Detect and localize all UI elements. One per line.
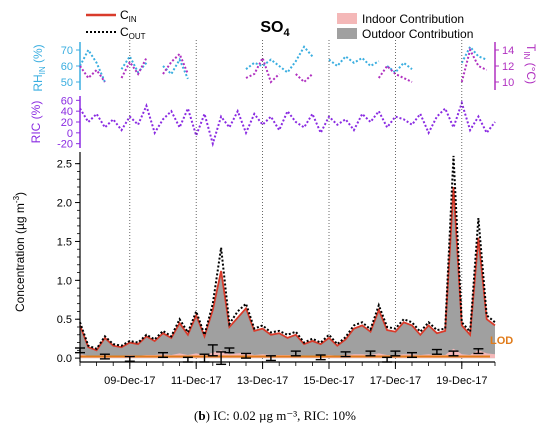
error-bar	[207, 344, 218, 357]
caption-letter: b	[198, 408, 206, 423]
date-gridlines	[129, 40, 463, 362]
x-tick-label: 15-Dec-17	[303, 375, 354, 387]
x-tick-label: 13-Dec-17	[237, 375, 288, 387]
ric-tick-label: 0	[67, 128, 73, 140]
rh-tick-label: 60	[61, 61, 73, 73]
error-bar	[448, 350, 459, 357]
main-x-axis: 09-Dec-17 11-Dec-17 13-Dec-17 15-Dec-17 17-D…	[79, 362, 496, 387]
outdoor-contribution-area	[80, 187, 495, 359]
t-series-line	[377, 64, 413, 83]
y-tick-label: 1.0	[57, 275, 72, 287]
t-series-line	[295, 73, 314, 84]
y-tick-label: 2.0	[57, 198, 72, 210]
ric-series	[79, 99, 496, 148]
legend-right: Indoor Contribution Outdoor Contribution	[337, 12, 473, 41]
error-bar	[390, 350, 401, 357]
legend-c-in-label: CIN	[120, 8, 137, 24]
ric-tick-label: 60	[61, 95, 73, 107]
legend-c-out-label: COUT	[120, 25, 146, 41]
ric-tick-label: -20	[57, 139, 73, 151]
legend-outdoor-label: Outdoor Contribution	[362, 27, 473, 41]
error-bar	[340, 351, 351, 358]
main-axis-label: Concentration (µg m-3)	[12, 192, 27, 312]
rh-axis-label: RHIN (%)	[31, 44, 47, 91]
x-tick-label: 11-Dec-17	[171, 375, 222, 387]
figure-caption: (b) IC: 0.02 µg m⁻³, RIC: 10%	[193, 408, 356, 423]
error-bar	[315, 354, 326, 361]
y-tick-label: 1.5	[57, 236, 72, 248]
t-tick-label: 14	[502, 45, 514, 57]
error-bar	[124, 355, 135, 362]
main-y-axis: 0.0 0.5 1.0 1.5 2.0 2.5	[57, 159, 80, 365]
error-bar	[265, 355, 276, 362]
error-bar	[158, 351, 168, 359]
ric-tick-label: 20	[61, 117, 73, 129]
legend-outdoor-swatch	[337, 28, 357, 39]
rh-axis: 70 60 50	[61, 42, 81, 90]
x-tick-label: 17-Dec-17	[370, 375, 421, 387]
t-tick-label: 10	[502, 77, 514, 89]
error-bar	[473, 348, 484, 355]
t-tick-label: 12	[502, 61, 514, 73]
c-in-line	[79, 186, 496, 352]
legend-indoor-swatch	[337, 13, 357, 24]
chart-title: SO4	[260, 19, 290, 39]
y-tick-label: 0.0	[57, 353, 72, 365]
ric-axis-label: RIC (%)	[29, 101, 43, 144]
rh-series-line	[386, 61, 413, 74]
t-series	[79, 47, 488, 84]
legend-indoor-label: Indoor Contribution	[362, 12, 464, 26]
ric-tick-label: 40	[61, 106, 73, 118]
rh-tick-label: 50	[61, 77, 73, 89]
t-series-line	[460, 47, 488, 83]
rh-series	[79, 45, 488, 83]
error-bar	[365, 350, 376, 357]
ric-series-line	[79, 99, 496, 148]
contribution-areas	[80, 187, 495, 359]
x-tick-label: 19-Dec-17	[436, 375, 487, 387]
main-panel: 0.0 0.5 1.0 1.5 2.0 2.5 09-Dec-17 11-Dec-17 13-…	[12, 40, 513, 387]
error-bar	[99, 353, 110, 360]
rh-panel: 70 60 50 14 12 10 RHIN (%) TIN (°C)	[31, 42, 538, 92]
y-tick-label: 0.5	[57, 314, 72, 326]
caption-text: IC: 0.02 µg m⁻³, RIC: 10%	[213, 408, 356, 423]
concentration-lines	[79, 155, 496, 352]
error-bar	[224, 347, 235, 354]
t-series-line	[245, 55, 280, 84]
y-tick-label: 2.5	[57, 159, 72, 171]
x-tick-label: 09-Dec-17	[104, 375, 155, 387]
rh-tick-label: 70	[61, 45, 73, 57]
t-series-line	[162, 52, 189, 75]
rh-series-line	[328, 55, 380, 68]
error-bar	[431, 348, 442, 355]
error-bar	[290, 350, 301, 357]
rh-series-line	[245, 45, 314, 74]
rh-series-line	[460, 45, 488, 64]
t-series-line	[120, 57, 148, 79]
legend-left: CIN COUT	[86, 8, 146, 41]
error-bar	[241, 352, 251, 359]
rh-series-line	[79, 48, 106, 83]
error-bar	[407, 351, 417, 359]
c-out-line	[79, 155, 496, 351]
t-axis: 14 12 10	[494, 42, 514, 90]
rh-series-line	[162, 57, 189, 80]
rh-series-line	[120, 54, 148, 75]
lod-label: LOD	[490, 335, 513, 347]
t-series-line	[79, 65, 106, 83]
t-axis-label: TIN (°C)	[522, 44, 538, 84]
